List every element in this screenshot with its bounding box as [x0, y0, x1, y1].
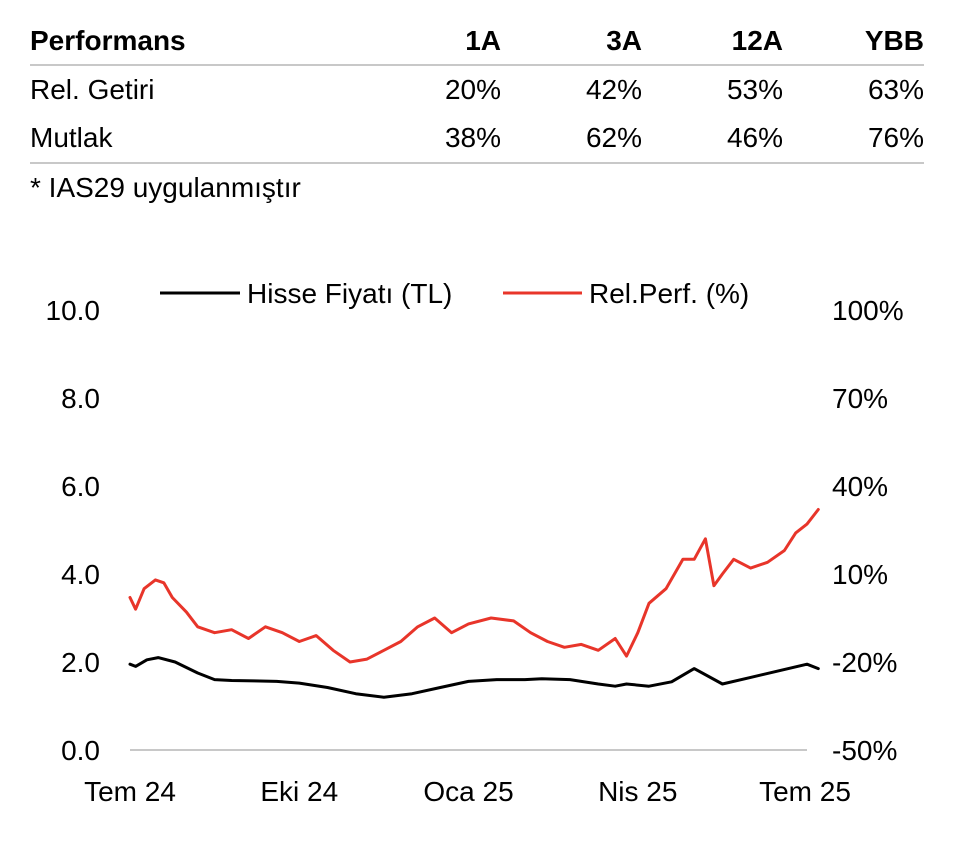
- table-cell: 20%: [444, 74, 501, 105]
- footnote: * IAS29 uygulanmıştır: [30, 172, 301, 203]
- series-lines: [128, 508, 820, 699]
- x-tick-label: Tem 24: [84, 776, 176, 807]
- column-header: Performans: [30, 18, 360, 66]
- row-label: Mutlak: [30, 114, 360, 164]
- table-cell: 62%: [501, 114, 642, 164]
- table-header-row: Performans 1A 3A 12A YBB: [30, 18, 924, 66]
- x-tick-label: Tem 25: [759, 776, 851, 807]
- right-tick-label: 10%: [832, 559, 888, 590]
- right-tick-label: 40%: [832, 471, 888, 502]
- column-header: 1A: [360, 18, 501, 66]
- right-tick-label: 100%: [832, 295, 904, 326]
- right-tick-label: -50%: [832, 735, 897, 766]
- x-tick-label: Eki 24: [260, 776, 338, 807]
- series-line-relperf: [128, 508, 820, 664]
- left-tick-label: 6.0: [61, 471, 100, 502]
- table-cell: 38%: [360, 114, 501, 164]
- x-tick-label: Oca 25: [423, 776, 513, 807]
- table-cell: 76%: [783, 114, 924, 164]
- row-label: Rel. Getiri: [30, 74, 155, 105]
- legend-entry-price: Hisse Fiyatı (TL): [247, 278, 452, 309]
- left-tick-label: 8.0: [61, 383, 100, 414]
- table-row: Mutlak 38% 62% 46% 76%: [30, 114, 924, 164]
- left-tick-label: 0.0: [61, 735, 100, 766]
- right-tick-label: 70%: [832, 383, 888, 414]
- left-tick-label: 2.0: [61, 647, 100, 678]
- left-y-axis: 0.0 2.0 4.0 6.0 8.0 10.0: [46, 295, 101, 766]
- left-tick-label: 10.0: [46, 295, 101, 326]
- legend-entry-relperf: Rel.Perf. (%): [589, 278, 749, 309]
- chart-legend: Hisse Fiyatı (TL) Rel.Perf. (%): [160, 278, 749, 309]
- column-header: YBB: [783, 18, 924, 66]
- x-tick-label: Nis 25: [598, 776, 677, 807]
- column-header: 3A: [501, 18, 642, 66]
- right-y-axis: -50% -20% 10% 40% 70% 100%: [832, 295, 904, 766]
- table-cell: 63%: [867, 74, 924, 105]
- table-row: Rel. Getiri 20% 42% 53% 63%: [30, 65, 924, 114]
- table-cell: 53%: [726, 74, 783, 105]
- performance-table: Performans 1A 3A 12A YBB Rel. Getiri 20%…: [30, 18, 924, 164]
- table-cell: 42%: [585, 74, 642, 105]
- x-axis: Tem 24 Eki 24 Oca 25 Nis 25 Tem 25: [84, 776, 851, 807]
- table-cell: 46%: [642, 114, 783, 164]
- left-tick-label: 4.0: [61, 559, 100, 590]
- series-line-price: [128, 656, 820, 699]
- column-header: 12A: [642, 18, 783, 66]
- right-tick-label: -20%: [832, 647, 897, 678]
